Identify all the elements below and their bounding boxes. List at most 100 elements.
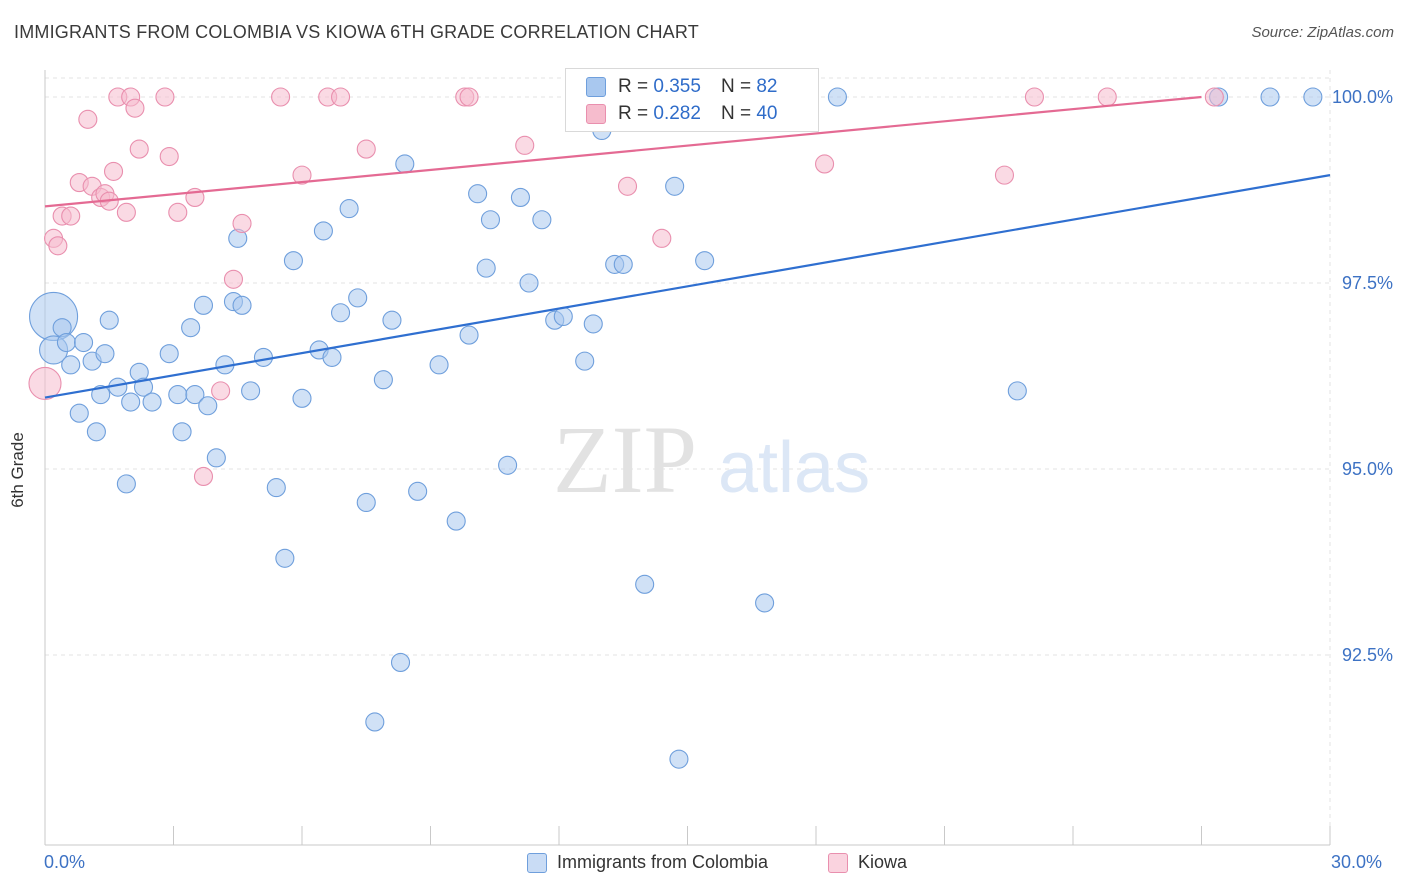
colombia-point bbox=[185, 385, 205, 405]
colombia-point bbox=[232, 295, 252, 315]
legend-label-colombia: Immigrants from Colombia bbox=[557, 852, 769, 872]
colombia-point bbox=[429, 355, 449, 375]
stats-row-kiowa: R = 0.282 N = 40 bbox=[586, 101, 777, 127]
source-credit: Source: ZipAtlas.com bbox=[1251, 24, 1394, 41]
colombia-point bbox=[142, 392, 162, 412]
kiowa-point bbox=[330, 87, 351, 107]
kiowa-point bbox=[292, 165, 312, 185]
r-label: R = bbox=[618, 76, 649, 97]
colombia-point bbox=[695, 251, 715, 271]
kiowa-swatch bbox=[586, 104, 606, 124]
series-kiowa-points bbox=[28, 87, 1224, 486]
colombia-point bbox=[193, 295, 214, 315]
colombia-point bbox=[373, 370, 393, 390]
colombia-point bbox=[91, 385, 111, 405]
colombia-point bbox=[390, 652, 411, 672]
r-label: R = bbox=[618, 103, 649, 124]
colombia-point bbox=[669, 749, 689, 769]
colombia-point bbox=[583, 314, 603, 334]
colombia-point bbox=[635, 574, 655, 594]
colombia-point bbox=[206, 448, 226, 468]
x-tick-label-max: 30.0% bbox=[1331, 852, 1383, 872]
watermark-atlas: atlas bbox=[718, 428, 870, 508]
n-value: 82 bbox=[756, 76, 778, 97]
colombia-point bbox=[172, 422, 192, 442]
colombia-point bbox=[198, 396, 218, 416]
colombia-point bbox=[241, 381, 261, 401]
colombia-trend-line bbox=[44, 174, 1331, 399]
axes bbox=[44, 70, 1331, 846]
kiowa-point bbox=[515, 135, 535, 155]
colombia-legend-swatch bbox=[527, 852, 547, 873]
colombia-point bbox=[168, 385, 188, 405]
colombia-point bbox=[468, 184, 488, 204]
colombia-point bbox=[159, 344, 179, 364]
colombia-point bbox=[553, 306, 573, 327]
colombia-point bbox=[266, 478, 286, 498]
kiowa-point bbox=[459, 87, 479, 107]
colombia-point bbox=[827, 87, 847, 107]
y-tick-label: 100.0% bbox=[1332, 87, 1393, 107]
colombia-point bbox=[121, 392, 141, 412]
legend-item-kiowa[interactable]: Kiowa bbox=[828, 852, 907, 873]
colombia-point bbox=[510, 187, 531, 207]
kiowa-point bbox=[28, 366, 62, 400]
colombia-swatch bbox=[586, 77, 606, 97]
colombia-point bbox=[339, 199, 359, 219]
colombia-point bbox=[356, 492, 376, 513]
kiowa-point bbox=[155, 87, 175, 107]
r-value: 0.282 bbox=[653, 103, 701, 124]
series-legend: Immigrants from Colombia Kiowa bbox=[0, 852, 1406, 878]
colombia-point bbox=[181, 318, 201, 338]
colombia-point bbox=[348, 288, 368, 308]
kiowa-point bbox=[116, 202, 136, 222]
kiowa-point bbox=[232, 213, 252, 234]
kiowa-point bbox=[652, 228, 672, 248]
stats-row-colombia: R = 0.355 N = 82 bbox=[586, 74, 777, 100]
kiowa-point bbox=[356, 139, 376, 159]
colombia-point bbox=[133, 377, 154, 397]
kiowa-point bbox=[1097, 87, 1117, 107]
colombia-point bbox=[459, 325, 479, 345]
stats-legend: R = 0.355 N = 82 R = 0.282 N = 40 bbox=[565, 68, 819, 132]
kiowa-point bbox=[211, 381, 231, 401]
colombia-point bbox=[755, 593, 775, 613]
legend-label-kiowa: Kiowa bbox=[858, 852, 908, 872]
colombia-point bbox=[1260, 87, 1280, 107]
kiowa-point bbox=[168, 202, 188, 222]
legend-item-colombia[interactable]: Immigrants from Colombia bbox=[527, 852, 768, 873]
kiowa-point bbox=[223, 269, 244, 289]
x-tick-label-min: 0.0% bbox=[44, 852, 86, 872]
kiowa-point bbox=[193, 466, 214, 486]
kiowa-point bbox=[271, 87, 291, 107]
colombia-point bbox=[330, 303, 351, 323]
kiowa-point bbox=[994, 165, 1015, 185]
colombia-point bbox=[292, 388, 312, 408]
colombia-point bbox=[1007, 381, 1027, 401]
kiowa-point bbox=[129, 139, 149, 159]
colombia-point bbox=[283, 251, 303, 271]
n-value: 40 bbox=[756, 103, 778, 124]
y-axis-label: 6th Grade bbox=[8, 432, 27, 508]
kiowa-trend-line bbox=[44, 95, 1202, 208]
kiowa-point bbox=[125, 98, 145, 118]
colombia-point bbox=[61, 355, 81, 375]
kiowa-point bbox=[103, 161, 124, 181]
kiowa-point bbox=[78, 109, 98, 129]
kiowa-point bbox=[815, 154, 835, 174]
kiowa-point bbox=[1024, 87, 1044, 107]
y-tick-label: 95.0% bbox=[1342, 459, 1393, 479]
colombia-point bbox=[498, 455, 518, 475]
colombia-point bbox=[532, 210, 552, 230]
colombia-point bbox=[29, 291, 79, 342]
colombia-point bbox=[322, 347, 342, 367]
colombia-point bbox=[665, 176, 685, 196]
n-label: N = bbox=[720, 103, 752, 124]
kiowa-point bbox=[48, 236, 68, 256]
kiowa-point bbox=[159, 146, 179, 167]
kiowa-point bbox=[617, 176, 638, 196]
colombia-point bbox=[56, 332, 76, 353]
kiowa-legend-swatch bbox=[828, 852, 848, 873]
y-tick-label: 92.5% bbox=[1342, 645, 1393, 665]
colombia-point bbox=[95, 344, 115, 364]
